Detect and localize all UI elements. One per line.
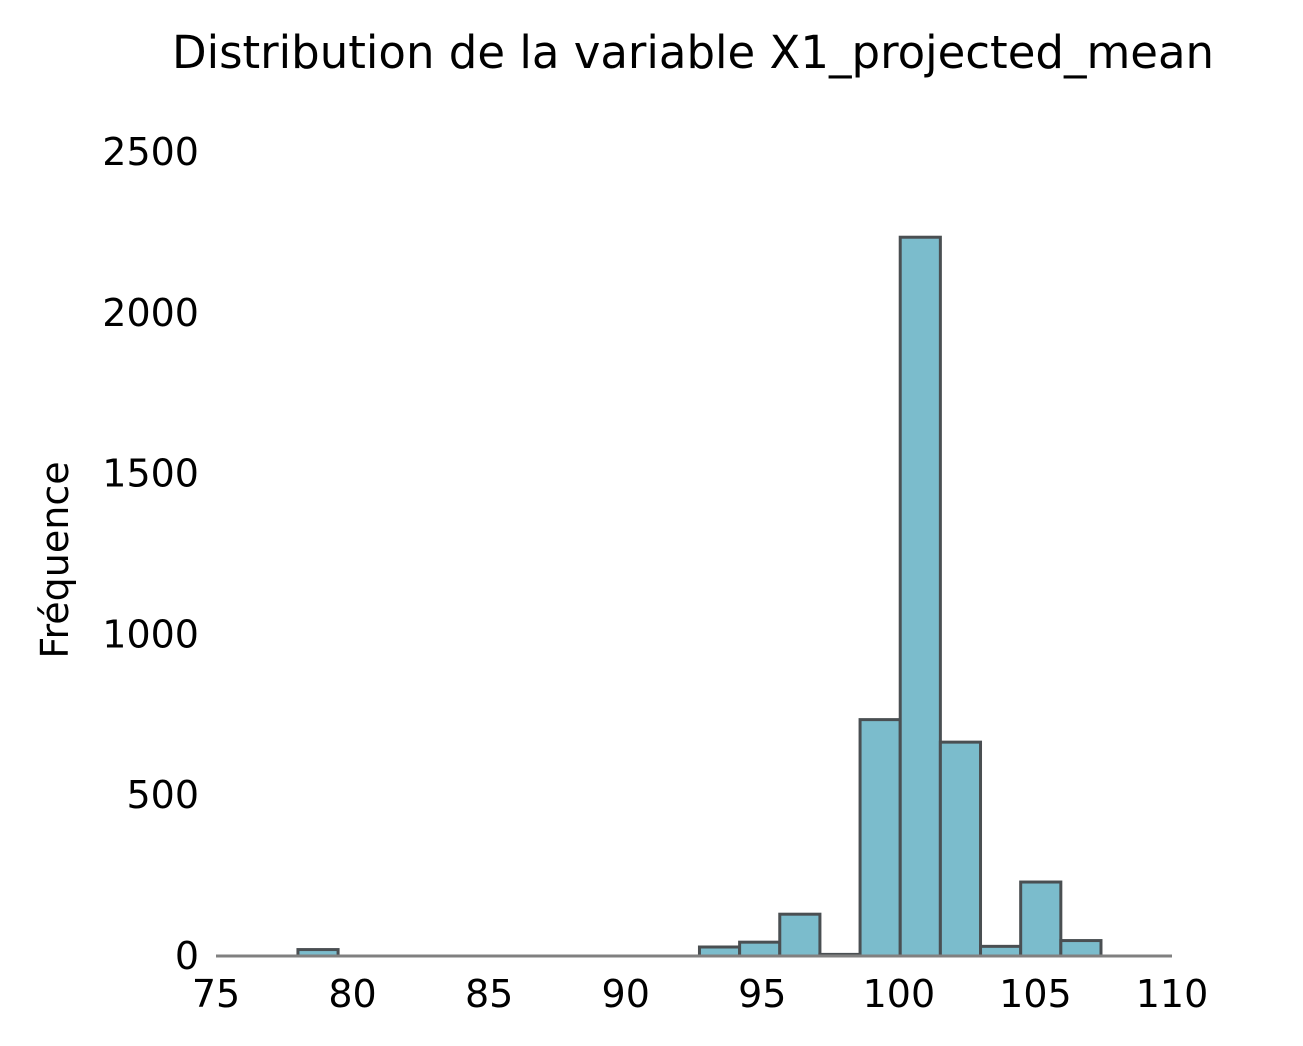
y-tick-label-0: 0 [175, 934, 199, 978]
histogram-bar-16 [938, 740, 983, 958]
y-tick-label-500: 500 [126, 773, 199, 817]
x-tick-label-105: 105 [999, 972, 1072, 1016]
chart-title: Distribution de la variable X1_projected… [172, 26, 1214, 79]
histogram-bar-15 [898, 235, 942, 958]
y-tick-label-1000: 1000 [102, 612, 199, 656]
x-tick-label-80: 80 [328, 972, 376, 1016]
histogram-bar-19 [1059, 939, 1103, 958]
x-tick-label-75: 75 [192, 972, 240, 1016]
y-tick-label-1500: 1500 [102, 452, 199, 496]
y-axis-label: Fréquence [33, 461, 77, 658]
histogram-bar-14 [858, 718, 902, 958]
x-tick-label-90: 90 [602, 972, 650, 1016]
histogram-bar-11 [738, 940, 782, 958]
y-tick-labels: 0 500 1000 1500 2000 2500 [102, 130, 199, 978]
x-tick-label-85: 85 [465, 972, 513, 1016]
x-tick-labels: 75 80 85 90 95 100 105 110 [192, 972, 1208, 1016]
histogram-bar-18 [1019, 880, 1063, 958]
histogram-bar-12 [778, 912, 822, 958]
x-tick-label-95: 95 [738, 972, 786, 1016]
x-tick-label-110: 110 [1136, 972, 1209, 1016]
y-tick-label-2500: 2500 [102, 130, 199, 174]
bars-group [296, 235, 1103, 958]
y-tick-label-2000: 2000 [102, 291, 199, 335]
x-tick-label-100: 100 [863, 972, 936, 1016]
